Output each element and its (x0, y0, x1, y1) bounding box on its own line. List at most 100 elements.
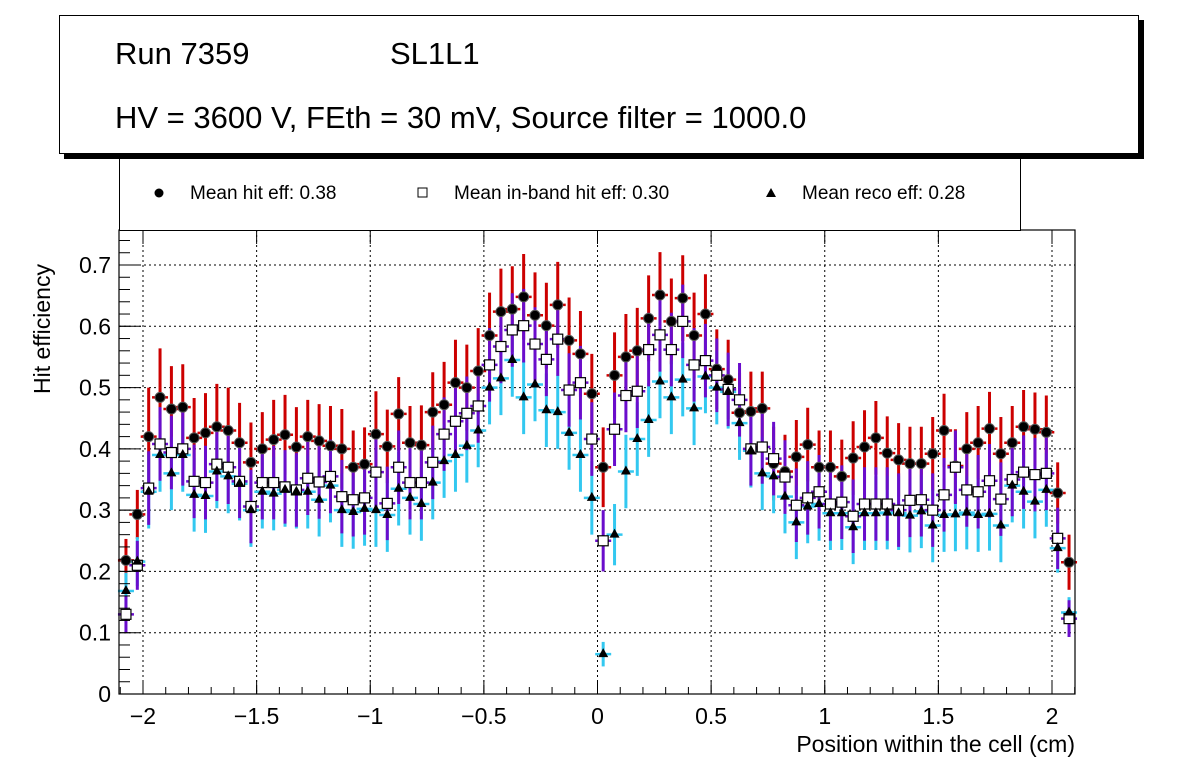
data-point-hit-eff (927, 448, 939, 460)
legend-label: Mean in-band hit eff: 0.30 (454, 183, 670, 204)
data-point-inband-eff (813, 486, 825, 498)
data-point-hit-eff (915, 458, 927, 470)
data-point-inband-eff (1017, 466, 1030, 478)
layer-label: SL1L1 (390, 36, 480, 71)
data-point-hit-eff (404, 437, 416, 449)
data-point-reco-eff (950, 508, 961, 518)
data-point-hit-eff (677, 292, 689, 304)
x-tick-label: 1.5 (922, 703, 954, 729)
data-point-reco-eff (382, 509, 393, 519)
data-point-reco-eff (939, 509, 950, 519)
data-point-hit-eff (859, 441, 871, 453)
data-point-inband-eff (415, 476, 427, 489)
data-point-reco-eff (1007, 479, 1018, 489)
data-point-reco-eff (143, 485, 154, 495)
data-point-hit-eff (904, 458, 916, 470)
data-point-inband-eff (313, 476, 325, 488)
title-line-conditions: HV = 3600 V, FEth = 30 mV, Source filter… (115, 100, 807, 135)
open-square-icon (412, 183, 434, 205)
data-point-reco-eff (632, 433, 643, 443)
y-tick-label: 0.7 (79, 252, 111, 278)
data-point-reco-eff (473, 424, 484, 434)
data-point-hit-eff (461, 382, 473, 394)
y-axis-label: Hit efficiency (29, 264, 55, 394)
data-point-hit-eff (893, 454, 905, 466)
legend-label: Mean hit eff: 0.38 (190, 183, 337, 204)
data-point-hit-eff (574, 348, 586, 360)
data-point-reco-eff (314, 493, 325, 503)
data-point-reco-eff (723, 385, 734, 395)
data-point-hit-eff (120, 554, 132, 566)
data-point-inband-eff (995, 493, 1007, 505)
data-point-reco-eff (825, 507, 836, 517)
data-point-hit-eff (938, 424, 950, 436)
data-point-reco-eff (984, 507, 995, 517)
x-tick-label: 1 (818, 703, 831, 729)
data-point-hit-eff (302, 431, 314, 443)
data-point-reco-eff (893, 507, 904, 517)
data-point-inband-eff (983, 475, 996, 487)
data-point-reco-eff (484, 381, 495, 391)
data-point-hit-eff (631, 345, 643, 357)
data-point-reco-eff (859, 507, 870, 517)
data-point-hit-eff (995, 448, 1007, 460)
data-point-hit-eff (347, 461, 359, 473)
data-point-reco-eff (927, 519, 938, 529)
data-point-inband-eff (506, 324, 518, 336)
data-point-reco-eff (461, 439, 472, 449)
data-point-inband-eff (620, 389, 632, 402)
data-point-hit-eff (972, 437, 984, 449)
data-point-reco-eff (1018, 485, 1029, 495)
data-point-reco-eff (779, 490, 790, 500)
run-label: Run 7359 (115, 36, 250, 71)
data-point-reco-eff (1029, 495, 1040, 505)
data-point-inband-eff (711, 369, 723, 381)
data-point-hit-eff (552, 299, 564, 311)
data-point-inband-eff (393, 461, 405, 473)
legend-item-reco-eff: Mean reco eff: 0.28 (760, 183, 965, 205)
data-point-reco-eff (495, 372, 506, 382)
filled-circle-icon (148, 183, 170, 205)
data-point-hit-eff (484, 329, 496, 341)
data-point-reco-eff (609, 528, 620, 538)
data-point-hit-eff (540, 320, 552, 332)
data-point-inband-eff (438, 428, 450, 440)
data-point-reco-eff (700, 370, 711, 380)
data-point-inband-eff (302, 472, 314, 484)
data-point-hit-eff (518, 291, 530, 303)
data-point-hit-eff (131, 508, 143, 520)
data-point-reco-eff (302, 485, 313, 495)
data-point-reco-eff (689, 402, 700, 412)
data-point-reco-eff (257, 485, 268, 495)
data-point-inband-eff (779, 471, 791, 483)
legend-label: Mean reco eff: 0.28 (802, 183, 966, 204)
y-tick-label: 0.2 (79, 558, 111, 584)
data-point-reco-eff (507, 353, 518, 363)
filled-triangle-icon (760, 183, 782, 205)
data-point-reco-eff (643, 414, 654, 424)
data-point-inband-eff (188, 475, 200, 487)
data-point-hit-eff (836, 470, 848, 482)
data-point-hit-eff (324, 440, 336, 452)
x-tick-label: −0.5 (461, 703, 506, 729)
data-point-inband-eff (552, 333, 564, 345)
data-point-inband-eff (336, 491, 348, 503)
data-point-reco-eff (518, 391, 529, 401)
data-point-inband-eff (665, 343, 677, 356)
data-point-inband-eff (449, 415, 462, 427)
data-point-reco-eff (552, 406, 563, 416)
data-point-hit-eff (393, 408, 405, 420)
data-point-reco-eff (904, 509, 915, 519)
data-point-reco-eff (120, 585, 131, 595)
data-point-reco-eff (189, 488, 200, 498)
data-point-reco-eff (734, 417, 745, 427)
data-point-hit-eff (643, 312, 655, 324)
data-point-reco-eff (268, 487, 279, 497)
data-point-inband-eff (688, 359, 700, 371)
data-point-hit-eff (654, 289, 666, 301)
data-point-hit-eff (984, 423, 996, 435)
data-point-hit-eff (370, 428, 382, 440)
data-point-hit-eff (359, 458, 371, 470)
axes: −2 −1.5 −1 −0.5 0 0.5 1 1.5 2 0 0.1 0.2 0.3 0.4 0.5 0.6… (79, 230, 1076, 729)
data-point-reco-eff (961, 506, 972, 516)
